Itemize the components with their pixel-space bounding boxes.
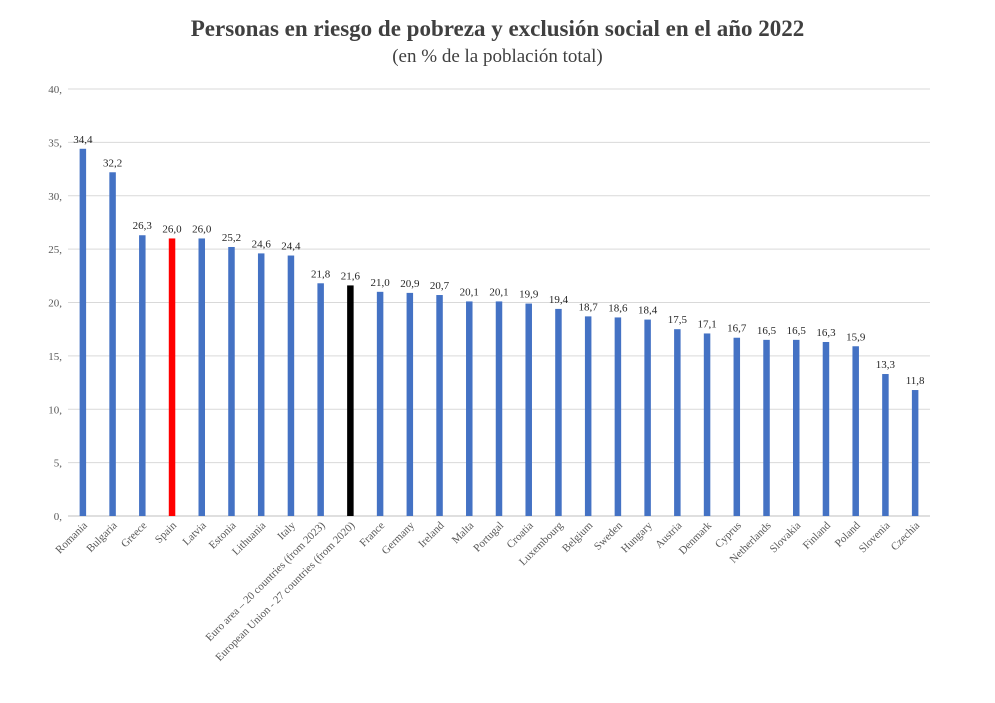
- bar: [733, 337, 741, 516]
- y-tick-label: 40,: [48, 84, 62, 96]
- bar: [347, 285, 354, 516]
- data-label: 21,6: [341, 270, 361, 282]
- data-label: 17,5: [668, 314, 688, 326]
- bar: [168, 238, 176, 516]
- x-tick-label: Germany: [380, 519, 418, 557]
- bar: [466, 301, 473, 516]
- y-tick-label: 25,: [48, 244, 62, 256]
- bar: [911, 390, 919, 516]
- bar: [79, 148, 87, 516]
- x-tick-label: Finland: [801, 519, 834, 552]
- y-tick-label: 5,: [54, 458, 63, 470]
- data-label: 24,4: [281, 241, 301, 253]
- bar: [644, 319, 651, 516]
- bar: [763, 339, 770, 516]
- data-label: 34,4: [73, 134, 93, 146]
- x-tick-label: Portugal: [471, 520, 506, 555]
- data-labels: 34,4 32,2 26,3 26,0 26,0 25,2 24,6 24,4 21,8 21,6…: [73, 134, 925, 387]
- bar: [406, 292, 414, 516]
- data-label: 26,3: [133, 220, 153, 232]
- x-tick-label: Belgium: [560, 519, 596, 555]
- bar: [792, 339, 800, 516]
- bar: [376, 291, 384, 516]
- x-tick-label: European Union - 27 countries (from 2020…: [213, 519, 357, 663]
- x-tick-label: Italy: [275, 519, 298, 542]
- y-tick-label: 30,: [48, 191, 62, 203]
- x-tick-label: Slovakia: [768, 520, 804, 556]
- bar: [882, 374, 889, 516]
- x-tick-label: Ireland: [416, 519, 447, 550]
- bar: [287, 255, 295, 516]
- x-tick-label: Slovenia: [857, 520, 893, 556]
- data-label: 32,2: [103, 157, 122, 169]
- data-label: 18,6: [608, 302, 628, 314]
- data-label: 15,9: [846, 331, 866, 343]
- bar: [109, 172, 116, 516]
- bar: [852, 346, 859, 516]
- data-label: 19,9: [519, 289, 539, 301]
- bar: [495, 301, 503, 516]
- bar: [525, 303, 532, 516]
- x-tick-label: Romania: [53, 520, 90, 557]
- bar: [139, 235, 146, 516]
- data-label: 21,8: [311, 268, 331, 280]
- y-tick-label: 15,: [48, 351, 62, 363]
- data-label: 17,1: [697, 318, 716, 330]
- bar: [822, 341, 830, 516]
- data-label: 21,0: [370, 277, 390, 289]
- x-tick-label: Malta: [450, 520, 477, 547]
- x-tick-label: Czechia: [889, 520, 923, 554]
- bar: [674, 329, 681, 516]
- data-label: 26,0: [162, 223, 182, 235]
- data-label: 25,2: [222, 232, 241, 244]
- data-label: 16,5: [757, 325, 777, 337]
- data-label: 20,1: [460, 286, 479, 298]
- x-tick-label: Denmark: [677, 519, 715, 557]
- bar: [703, 333, 711, 516]
- bar: [614, 317, 622, 516]
- bars: [79, 148, 919, 517]
- x-tick-label: Latvia: [181, 520, 209, 548]
- data-label: 20,1: [489, 286, 508, 298]
- y-tick-label: 0,: [54, 511, 63, 523]
- data-label: 13,3: [876, 359, 896, 371]
- y-tick-label: 35,: [48, 137, 62, 149]
- x-tick-label: Hungary: [619, 519, 655, 555]
- bar: [228, 246, 235, 517]
- x-tick-label: Spain: [153, 519, 180, 546]
- data-label: 19,4: [549, 294, 569, 306]
- bar: [436, 295, 443, 516]
- y-tick-label: 10,: [48, 404, 62, 416]
- data-label: 18,7: [579, 301, 599, 313]
- data-label: 11,8: [906, 375, 925, 387]
- data-label: 16,3: [816, 327, 836, 339]
- y-axis-ticks: 0, 5, 10, 15, 20, 25, 30, 35, 40,: [48, 84, 62, 523]
- bar: [257, 253, 265, 516]
- data-label: 20,7: [430, 280, 450, 292]
- bar: [584, 316, 592, 516]
- bar: [198, 238, 206, 516]
- x-tick-label: Bulgaria: [84, 520, 119, 555]
- bar: [555, 308, 562, 516]
- chart-subtitle: (en % de la población total): [392, 46, 603, 67]
- data-label: 18,4: [638, 305, 658, 317]
- x-tick-label: Greece: [119, 520, 150, 551]
- chart-title: Personas en riesgo de pobreza y exclusió…: [190, 16, 805, 41]
- bar: [317, 283, 324, 516]
- data-label: 16,5: [787, 325, 807, 337]
- data-label: 26,0: [192, 223, 212, 235]
- y-tick-label: 20,: [48, 298, 62, 310]
- data-label: 20,9: [400, 278, 420, 290]
- data-label: 24,6: [252, 238, 272, 250]
- data-label: 16,7: [727, 323, 747, 335]
